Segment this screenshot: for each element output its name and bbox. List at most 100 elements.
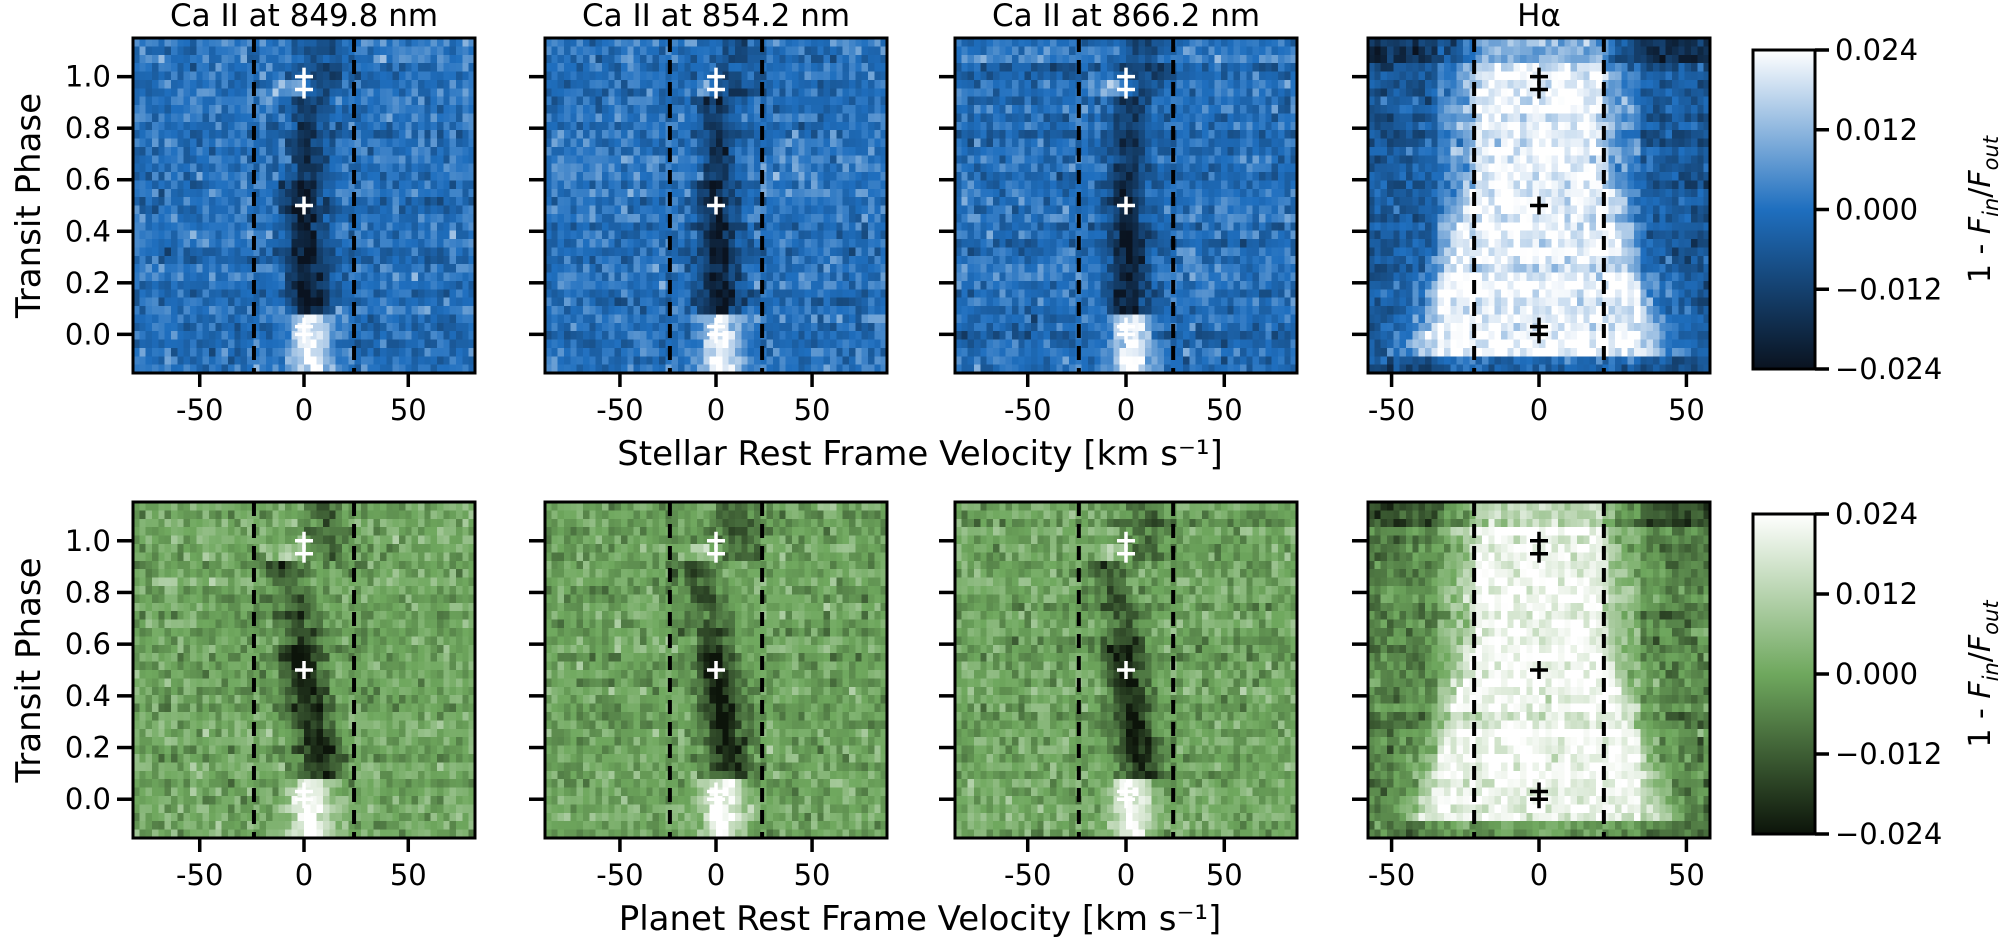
x-tick-label: 50: [794, 858, 831, 892]
planet-colorbar: 0.024 0.012 0.000 −0.012 −0.024 1 - Fin/Fout: [1751, 497, 2000, 851]
plus-marker: [707, 782, 725, 801]
x-tick-label: 0: [707, 393, 725, 427]
heatmap-cells: [1368, 38, 1711, 374]
x-tick-label: 50: [1668, 393, 1705, 427]
stellar-panel-2: -50 0 50 Ca II at 854.2 nm: [529, 0, 889, 427]
colorbar-label: 1 - Fin/Fout: [1963, 135, 2000, 283]
plus-marker: [707, 196, 725, 215]
stellar-colorbar: 0.024 0.012 0.000 −0.012 −0.024 1 - Fin/Fout: [1751, 33, 2000, 386]
y-tick-label: 0.4: [65, 679, 111, 713]
plus-marker: [295, 782, 313, 801]
colorbar-gradient: [1751, 48, 1817, 371]
heatmap-cells: [545, 502, 888, 839]
x-tick-label: -50: [1004, 858, 1051, 892]
y-tick-label: 1.0: [65, 524, 111, 558]
plus-marker: [1117, 67, 1135, 86]
x-tick-label: 0: [707, 858, 725, 892]
plus-marker: [707, 531, 725, 550]
plus-marker: [1117, 782, 1135, 801]
x-tick-label: -50: [596, 858, 643, 892]
x-tick-label: -50: [1004, 393, 1051, 427]
colorbar-tick-label: 0.024: [1835, 33, 1918, 67]
y-tick-label: 0.8: [65, 111, 111, 145]
plus-marker: [707, 661, 725, 679]
stellar-row: 0.0 0.2 0.4 0.6 0.8 1.0 -50 0 50 Ca II at 849.8 n…: [9, 0, 2000, 474]
plus-marker: [295, 661, 313, 679]
plus-marker: [707, 317, 725, 336]
planet-panel-3: -50 0 50: [939, 500, 1299, 892]
x-tick-label: 0: [1117, 393, 1135, 427]
planet-panel-1: 0.0 0.2 0.4 0.6 0.8 1.0 -50 0 50: [65, 500, 477, 892]
stellar-panel-4: -50 0 50 Hα: [1352, 0, 1712, 427]
stellar-panel-3: -50 0 50 Ca II at 866.2 nm: [939, 0, 1299, 427]
colorbar-tick-label: 0.000: [1835, 657, 1918, 691]
x-axis-label: Planet Rest Frame Velocity [km s⁻¹]: [619, 899, 1222, 939]
y-tick-label: 0.6: [65, 627, 111, 661]
colorbar-tick-label: 0.000: [1835, 193, 1918, 227]
y-tick-label: 0.2: [65, 731, 111, 765]
colorbar-label: 1 - Fin/Fout: [1963, 600, 2000, 748]
x-tick-label: 50: [1206, 858, 1243, 892]
heatmap-cells: [955, 502, 1298, 839]
y-tick-label: 0.8: [65, 575, 111, 609]
heatmap-cells: [1368, 502, 1711, 839]
x-tick-label: 50: [1206, 393, 1243, 427]
x-tick-label: -50: [596, 393, 643, 427]
plus-marker: [295, 67, 313, 86]
planet-panel-2: -50 0 50: [529, 500, 889, 892]
plus-marker: [295, 196, 313, 215]
y-tick-label: 0.0: [65, 317, 111, 351]
plus-marker: [1117, 531, 1135, 550]
panel-title: Hα: [1517, 0, 1561, 34]
plus-marker: [1530, 67, 1548, 86]
colorbar-tick-label: −0.012: [1835, 737, 1942, 771]
plus-marker: [1117, 317, 1135, 336]
x-tick-label: -50: [1368, 858, 1415, 892]
y-axis-label: Transit Phase: [9, 93, 49, 319]
colorbar-tick-label: −0.012: [1835, 272, 1942, 306]
colorbar-tick-label: −0.024: [1835, 352, 1942, 386]
x-axis-label: Stellar Rest Frame Velocity [km s⁻¹]: [617, 434, 1223, 474]
panel-title: Ca II at 866.2 nm: [992, 0, 1260, 34]
plus-marker: [295, 317, 313, 336]
plus-marker: [1117, 196, 1135, 215]
x-tick-label: 0: [295, 858, 313, 892]
x-tick-label: 0: [1117, 858, 1135, 892]
y-tick-label: 0.6: [65, 163, 111, 197]
plus-marker: [707, 67, 725, 86]
heatmap-cells: [955, 38, 1298, 374]
plus-marker: [1530, 196, 1548, 215]
y-axis-label: Transit Phase: [9, 558, 49, 784]
y-tick-label: 1.0: [65, 60, 111, 94]
x-tick-label: -50: [1368, 393, 1415, 427]
plus-marker: [1530, 531, 1548, 550]
heatmap-cells: [133, 502, 476, 839]
planet-row: 0.00.20.40.60.81.0-50 0 50 -50 0 50 -50 0 50 -50 0…: [9, 497, 2000, 939]
colorbar-tick-label: 0.012: [1835, 113, 1918, 147]
plus-marker: [295, 531, 313, 550]
colorbar-tick-label: 0.012: [1835, 577, 1918, 611]
planet-panel-4: -50 0 50: [1352, 500, 1712, 892]
colorbar-tick-label: −0.024: [1835, 817, 1942, 851]
colorbar-tick-label: 0.024: [1835, 497, 1918, 531]
plus-marker: [1530, 317, 1548, 336]
y-tick-label: 0.2: [65, 266, 111, 300]
x-tick-label: 0: [295, 393, 313, 427]
plus-marker: [1117, 661, 1135, 679]
y-tick-label: 0.4: [65, 214, 111, 248]
stellar-panel-1: 0.0 0.2 0.4 0.6 0.8 1.0 -50 0 50 Ca II at 849.8 n…: [65, 0, 477, 427]
heatmap-cells: [133, 38, 476, 374]
x-tick-label: 50: [390, 858, 427, 892]
colorbar-gradient: [1751, 512, 1817, 836]
x-tick-label: 50: [1668, 858, 1705, 892]
x-tick-label: 0: [1530, 858, 1548, 892]
x-tick-label: -50: [176, 858, 223, 892]
x-tick-label: 0: [1530, 393, 1548, 427]
x-tick-label: 50: [390, 393, 427, 427]
panel-title: Ca II at 854.2 nm: [582, 0, 850, 34]
x-tick-label: 50: [794, 393, 831, 427]
panel-title: Ca II at 849.8 nm: [170, 0, 438, 34]
y-tick-label: 0.0: [65, 782, 111, 816]
plus-marker: [1530, 782, 1548, 801]
